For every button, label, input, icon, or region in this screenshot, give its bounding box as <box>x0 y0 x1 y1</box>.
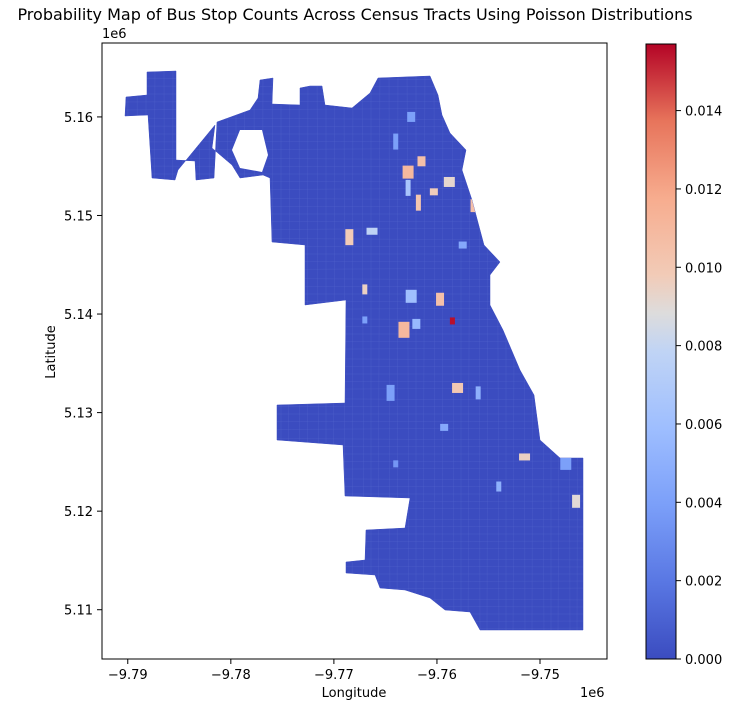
x-tick-label: −9.75 <box>520 668 560 683</box>
tract-boundary <box>406 71 410 630</box>
tract-highlight <box>475 386 481 400</box>
tract-boundary <box>388 71 391 630</box>
colorbar-tick-label: 0.008 <box>685 340 722 355</box>
tract-highlight <box>452 382 464 393</box>
tract-boundary <box>441 71 444 630</box>
tract-highlight <box>405 179 411 196</box>
tract-highlight <box>429 188 438 196</box>
colorbar-tick-label: 0.006 <box>685 418 722 433</box>
x-axis-label: Longitude <box>322 686 387 701</box>
tract-highlight <box>572 494 581 508</box>
tract-highlight <box>519 453 531 461</box>
x-tick-label: −9.78 <box>211 668 251 683</box>
tract-highlight <box>366 227 378 235</box>
tract-highlight <box>407 111 416 122</box>
x-axis: −9.79 −9.78 −9.77 −9.76 −9.75 <box>108 659 560 683</box>
tract-highlight <box>345 229 354 246</box>
chart-title: Probability Map of Bus Stop Counts Acros… <box>17 5 692 24</box>
tract-highlight <box>470 199 476 213</box>
tract-highlights <box>345 111 581 508</box>
map-hole <box>232 130 268 172</box>
colorbar-tick-label: 0.002 <box>685 575 722 590</box>
tract-boundary <box>396 71 399 630</box>
tract-highlight <box>560 453 572 470</box>
tract-boundary <box>451 71 455 630</box>
colorbar: 0.000 0.002 0.004 0.006 0.008 0.010 0.012 0.014 <box>645 43 722 668</box>
tract-highlight <box>402 165 414 179</box>
y-tick-label: 5.16 <box>64 111 93 126</box>
colorbar-tick-label: 0.000 <box>685 653 722 668</box>
tract-highlight <box>496 481 502 492</box>
colorbar-tick-label: 0.014 <box>685 105 722 120</box>
x-tick-label: −9.76 <box>417 668 457 683</box>
colorbar-tick-label: 0.004 <box>685 496 722 511</box>
tract-highlight <box>362 284 368 295</box>
y-tick-label: 5.15 <box>64 209 93 224</box>
colorbar-tick-label: 0.010 <box>685 261 722 276</box>
y-tick-label: 5.14 <box>64 308 93 323</box>
tract-highlight <box>440 423 449 431</box>
x-tick-label: −9.79 <box>108 668 148 683</box>
tract-highlight <box>393 133 399 150</box>
x-tick-label: −9.77 <box>314 668 354 683</box>
y-axis-label: Latitude <box>44 325 59 379</box>
tract-highlight <box>436 292 445 306</box>
y-tick-label: 5.13 <box>64 407 93 422</box>
y-offset-label: 1e6 <box>102 27 127 42</box>
tract-highlight <box>458 241 467 249</box>
y-tick-label: 5.11 <box>64 604 93 619</box>
tract-highlight <box>398 321 410 338</box>
colorbar-ticks: 0.000 0.002 0.004 0.006 0.008 0.010 0.012 0.014 <box>676 105 722 668</box>
colorbar-tick-label: 0.012 <box>685 183 722 198</box>
colorbar-gradient <box>645 43 677 660</box>
tract-highlight <box>386 384 395 401</box>
tract-highlight <box>393 460 399 468</box>
tract-highlight <box>443 176 455 187</box>
tract-highlight <box>449 317 455 325</box>
tract-boundary <box>433 71 436 630</box>
tract-highlight <box>362 316 368 324</box>
tract-highlight <box>417 156 426 167</box>
tract-highlight <box>415 194 421 211</box>
y-axis: 5.11 5.12 5.13 5.14 5.15 5.16 <box>64 111 102 619</box>
x-offset-label: 1e6 <box>580 686 605 701</box>
tract-boundary <box>377 71 381 630</box>
tract-highlight <box>412 318 421 329</box>
tract-highlight <box>405 289 417 303</box>
y-tick-label: 5.12 <box>64 505 93 520</box>
